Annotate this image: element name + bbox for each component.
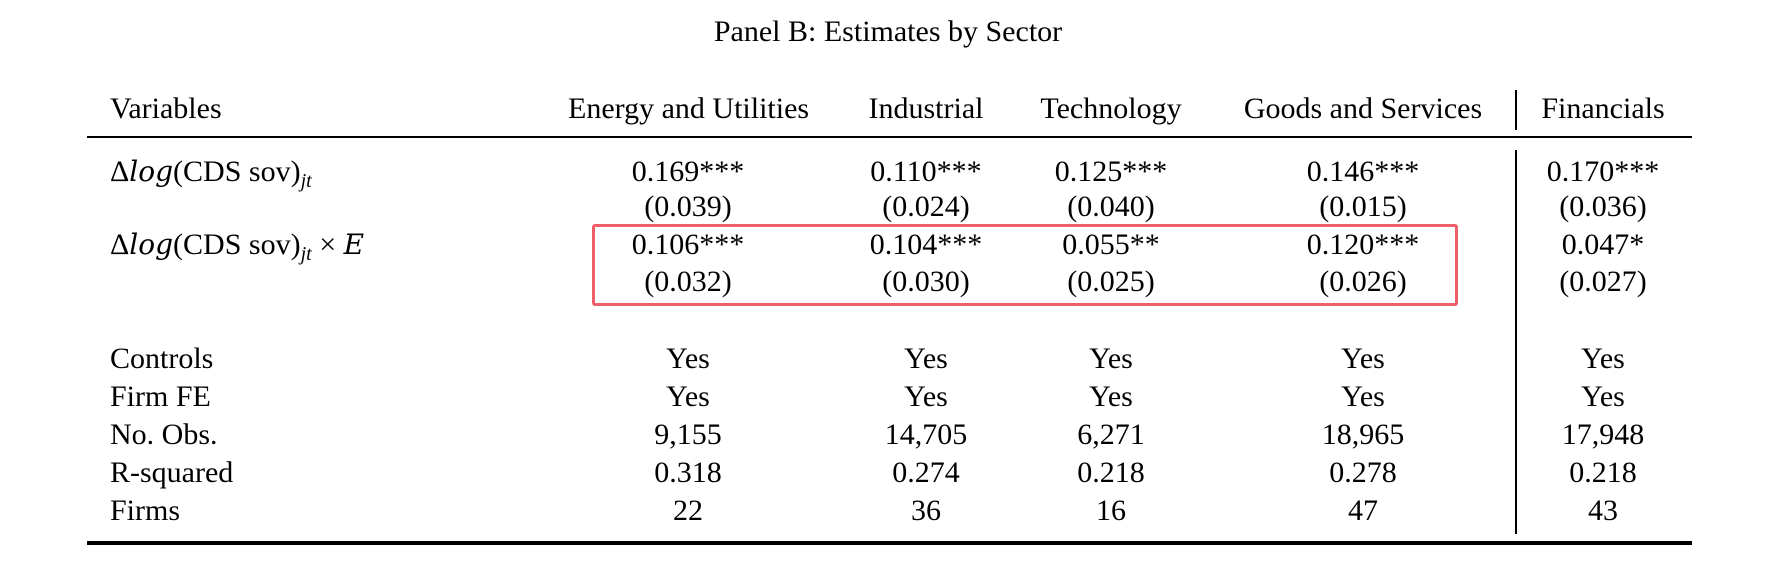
header-goods-services: Goods and Services [1243,92,1483,125]
obs-goods: 18,965 [1321,418,1405,451]
header-financials: Financials [1541,92,1665,125]
row-label-cds-sov-x-e: Δlog(CDS sov)jt × E [110,226,364,264]
coef-cds-technology: 0.125*** [1054,155,1168,188]
cds-sov-text: (CDS sov) [173,228,301,261]
obs-financials: 17,948 [1561,418,1645,451]
coef-cds-goods: 0.146*** [1306,155,1420,188]
firm-fe-energy: Yes [666,380,710,413]
firms-technology: 16 [1096,494,1126,527]
row-label-obs: No. Obs. [110,418,218,451]
r2-energy: 0.318 [654,456,722,489]
se-cds-technology: (0.040) [1067,190,1155,223]
delta-symbol: Δ [110,155,130,188]
obs-industrial: 14,705 [884,418,968,451]
r2-technology: 0.218 [1077,456,1145,489]
r2-industrial: 0.274 [892,456,960,489]
header-column-separator [1515,90,1517,130]
se-cdse-financials: (0.027) [1559,265,1647,298]
firm-fe-industrial: Yes [904,380,948,413]
body-column-separator [1515,150,1517,534]
header-variables: Variables [110,92,222,125]
panel-title: Panel B: Estimates by Sector [713,15,1063,48]
firm-fe-technology: Yes [1089,380,1133,413]
controls-goods: Yes [1341,342,1385,375]
controls-technology: Yes [1089,342,1133,375]
controls-financials: Yes [1581,342,1625,375]
cds-sov-text: (CDS sov) [173,155,301,188]
row-label-firms: Firms [110,494,181,527]
firm-fe-goods: Yes [1341,380,1385,413]
log-symbol: log [129,228,174,261]
row-label-cds-sov: Δlog(CDS sov)jt [110,153,312,191]
firms-goods: 47 [1348,494,1378,527]
se-cdse-goods: (0.026) [1319,265,1407,298]
coef-cdse-technology: 0.055** [1062,228,1160,261]
firms-financials: 43 [1588,494,1618,527]
header-technology: Technology [1040,92,1182,125]
se-cdse-technology: (0.025) [1067,265,1155,298]
se-cds-industrial: (0.024) [882,190,970,223]
delta-symbol: Δ [110,228,130,261]
obs-energy: 9,155 [654,418,722,451]
r2-financials: 0.218 [1569,456,1637,489]
header-rule [87,136,1692,138]
highlight-box [592,224,1458,306]
log-symbol: log [129,155,174,188]
coef-cds-energy: 0.169*** [631,155,745,188]
header-industrial: Industrial [868,92,984,125]
controls-industrial: Yes [904,342,948,375]
controls-energy: Yes [666,342,710,375]
firms-industrial: 36 [911,494,941,527]
row-label-controls: Controls [110,342,214,375]
coef-cdse-goods: 0.120*** [1306,228,1420,261]
var-e: E [343,228,365,261]
coef-cds-financials: 0.170*** [1546,155,1660,188]
firms-energy: 22 [673,494,703,527]
row-label-firm-fe: Firm FE [110,380,211,413]
coef-cds-industrial: 0.110*** [870,155,982,188]
times-symbol: × [311,228,344,261]
coef-cdse-energy: 0.106*** [631,228,745,261]
coef-cdse-financials: 0.047* [1561,228,1645,261]
obs-technology: 6,271 [1077,418,1145,451]
subscript-jt: jt [300,243,312,265]
se-cds-energy: (0.039) [644,190,732,223]
coef-cdse-industrial: 0.104*** [869,228,983,261]
se-cds-financials: (0.036) [1559,190,1647,223]
r2-goods: 0.278 [1329,456,1397,489]
se-cds-goods: (0.015) [1319,190,1407,223]
se-cdse-industrial: (0.030) [882,265,970,298]
bottom-rule [87,541,1692,545]
row-label-r-squared: R-squared [110,456,234,489]
se-cdse-energy: (0.032) [644,265,732,298]
subscript-jt: jt [300,170,312,192]
firm-fe-financials: Yes [1581,380,1625,413]
header-energy-utilities: Energy and Utilities [568,92,810,125]
